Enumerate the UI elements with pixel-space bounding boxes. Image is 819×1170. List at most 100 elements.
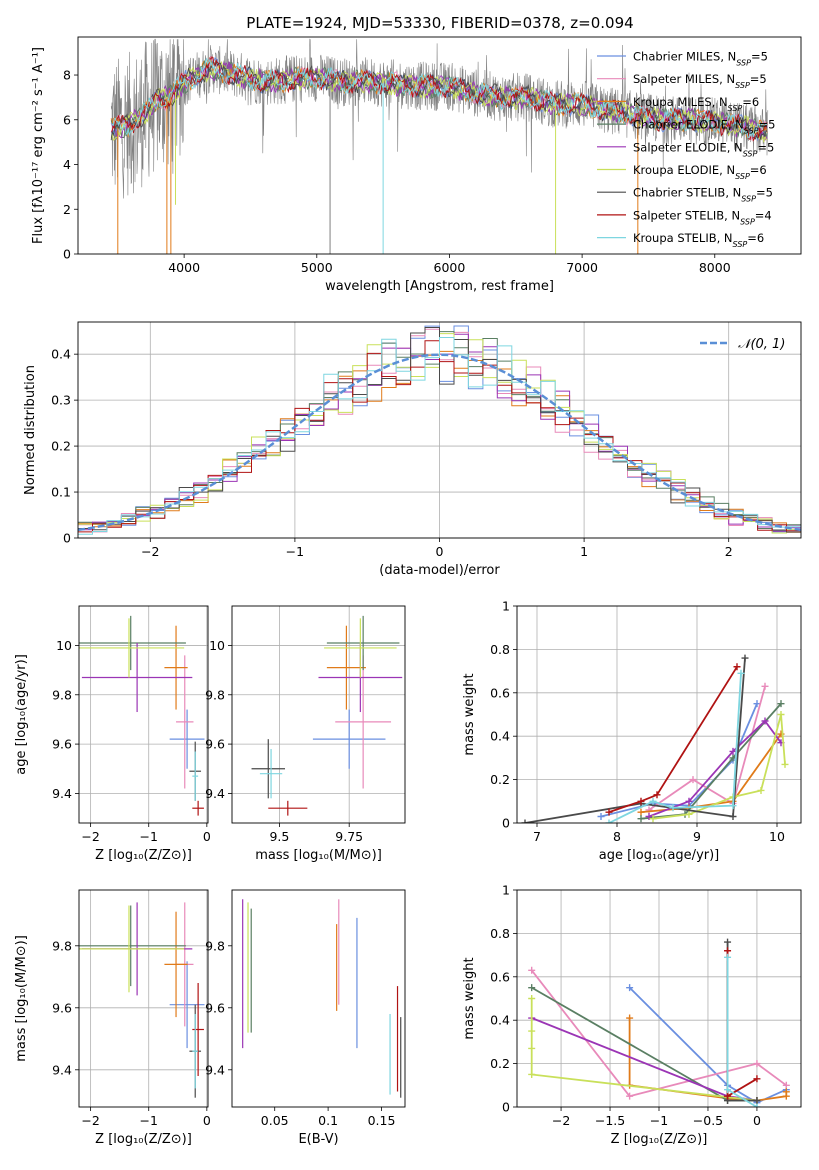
x-tick-label: 0	[753, 1113, 761, 1128]
y-tick-label: 9.8	[52, 687, 72, 702]
point-salpeter-elodie	[729, 747, 737, 755]
y-tick-label: 9.8	[205, 938, 225, 953]
point-salpeter-miles	[689, 776, 697, 784]
point-chabrier-elodie	[637, 815, 645, 823]
point-kroupa-miles	[626, 1014, 634, 1022]
y-tick-label: 0.1	[51, 485, 71, 500]
x-axis-label: Z [log₁₀(Z/Z⊙)]	[95, 848, 192, 863]
y-tick-label: 0.2	[51, 439, 71, 454]
x-tick-label: 10	[769, 829, 785, 844]
point-kroupa-elodie	[528, 1070, 536, 1078]
histogram-kroupa-stelib	[78, 337, 801, 535]
x-tick-label: 0	[203, 829, 211, 844]
legend-entry-kroupa-stelib: Kroupa STELIB, NSSP=6	[633, 231, 764, 249]
point-salpeter-miles	[782, 1081, 790, 1089]
y-tick-label: 0	[502, 816, 510, 831]
plot-area	[521, 654, 789, 823]
plot-area	[242, 899, 402, 1098]
x-tick-label: −1.5	[595, 1113, 625, 1128]
panel-age-vs-Z: −2 −1 0 9.4 9.6 9.8 10 Z [log₁₀(Z/Z⊙)] age [log₁…	[14, 605, 211, 863]
x-tick-label: 4000	[168, 260, 200, 275]
point-kroupa-miles	[637, 808, 645, 816]
x-axis-label: Z [log₁₀(Z/Z⊙)]	[611, 1132, 708, 1147]
point-chabrier-miles	[597, 812, 605, 820]
y-tick-label: 10	[209, 638, 225, 653]
point-salpeter-miles	[645, 806, 653, 814]
point-salpeter-miles	[753, 1060, 761, 1068]
plot-area	[79, 615, 205, 816]
plot-area	[528, 938, 790, 1107]
point-kroupa-stelib	[737, 669, 745, 677]
model-fit-kroupa-stelib	[111, 57, 768, 139]
point-salpeter-stelib	[753, 1075, 761, 1083]
point-salpeter-stelib	[733, 663, 741, 671]
point-salpeter-elodie	[761, 717, 769, 725]
y-tick-label: 9.6	[205, 1000, 225, 1015]
x-tick-label: 7	[533, 829, 541, 844]
y-tick-label: 6	[63, 112, 71, 127]
y-tick-label: 0	[63, 247, 71, 262]
y-axis-label: age [log₁₀(age/yr)]	[14, 654, 29, 775]
panel-mass-weight-vs-Z: −2 −1.5 −1 −0.5 0 0 0.2 0.4 0.6 0.8 1 Z [log₁₀(Z/Z⊙…	[462, 883, 802, 1147]
axes-frame	[78, 605, 209, 824]
panel-spectrum: 4000 5000 6000 7000 8000 0 2 4 6 8 wavelength [Ang…	[31, 36, 802, 294]
x-tick-label: −2	[81, 829, 99, 844]
x-axis-label: Z [log₁₀(Z/Z⊙)]	[95, 1132, 192, 1147]
point-kroupa-elodie	[777, 711, 785, 718]
x-tick-label: −1	[286, 544, 304, 559]
x-tick-label: 9	[693, 829, 701, 844]
plot-area	[79, 902, 205, 1098]
legend-entry-salpeter-miles: Salpeter MILES, NSSP=5	[633, 72, 767, 90]
point-salpeter-stelib	[605, 808, 613, 816]
x-tick-label: −1	[650, 1113, 668, 1128]
point-kroupa-stelib	[605, 819, 613, 823]
x-tick-label: 9.75	[335, 829, 363, 844]
point-chabrier-stelib	[741, 654, 749, 662]
legend-entry-chabrier-miles: Chabrier MILES, NSSP=5	[633, 50, 768, 68]
series-kroupa-stelib	[608, 673, 742, 823]
point-kroupa-miles	[782, 1088, 790, 1096]
point-salpeter-stelib	[724, 1092, 732, 1100]
x-tick-label: −1	[140, 1113, 158, 1128]
axes-frame	[77, 36, 802, 255]
axes-frame	[516, 889, 802, 1108]
y-tick-label: 1	[502, 599, 510, 614]
point-chabrier-stelib	[753, 1096, 761, 1104]
x-tick-label: 0.05	[261, 1113, 289, 1128]
point-salpeter-stelib	[637, 797, 645, 805]
x-tick-label: 5000	[301, 260, 333, 275]
point-salpeter-stelib	[653, 791, 661, 799]
x-axis-label: mass [log₁₀(M/M⊙)]	[255, 848, 382, 863]
point-kroupa-elodie	[757, 786, 765, 794]
panel-age-vs-mass: 9.5 9.75 9.4 9.6 9.8 10 mass [log₁₀(M/M⊙)]	[205, 605, 406, 863]
plot-area	[110, 38, 769, 254]
axes-frame	[77, 321, 802, 539]
legend-entry-kroupa-elodie: Kroupa ELODIE, NSSP=6	[633, 163, 767, 181]
series-chabrier-stelib	[726, 942, 757, 1102]
point-kroupa-stelib	[724, 1086, 732, 1094]
point-kroupa-stelib	[729, 802, 737, 810]
series-chabrier-stelib	[524, 658, 746, 823]
y-tick-label: 0.2	[490, 772, 510, 787]
point-chabrier-stelib	[521, 819, 529, 823]
y-tick-label: 0	[502, 1100, 510, 1115]
point-salpeter-miles	[528, 966, 536, 974]
series-chabrier-elodie	[531, 986, 757, 1102]
y-tick-label: 0.3	[51, 393, 71, 408]
series-chabrier-elodie	[640, 703, 782, 820]
point-chabrier-elodie	[777, 700, 785, 708]
y-axis-label: mass weight	[462, 673, 477, 755]
point-kroupa-stelib	[753, 1103, 761, 1107]
point-chabrier-elodie	[528, 984, 536, 992]
observed-spectrum	[110, 38, 769, 199]
legend-entry-chabrier-stelib: Chabrier STELIB, NSSP=5	[633, 186, 773, 204]
x-axis-label: E(B-V)	[298, 1132, 338, 1147]
y-tick-label: 0.6	[490, 685, 510, 700]
plot-area	[78, 325, 801, 535]
point-salpeter-elodie	[645, 812, 653, 820]
y-tick-label: 9.6	[52, 1000, 72, 1015]
point-salpeter-miles	[761, 682, 769, 690]
y-tick-label: 1	[502, 883, 510, 898]
x-tick-label: 1	[580, 544, 588, 559]
